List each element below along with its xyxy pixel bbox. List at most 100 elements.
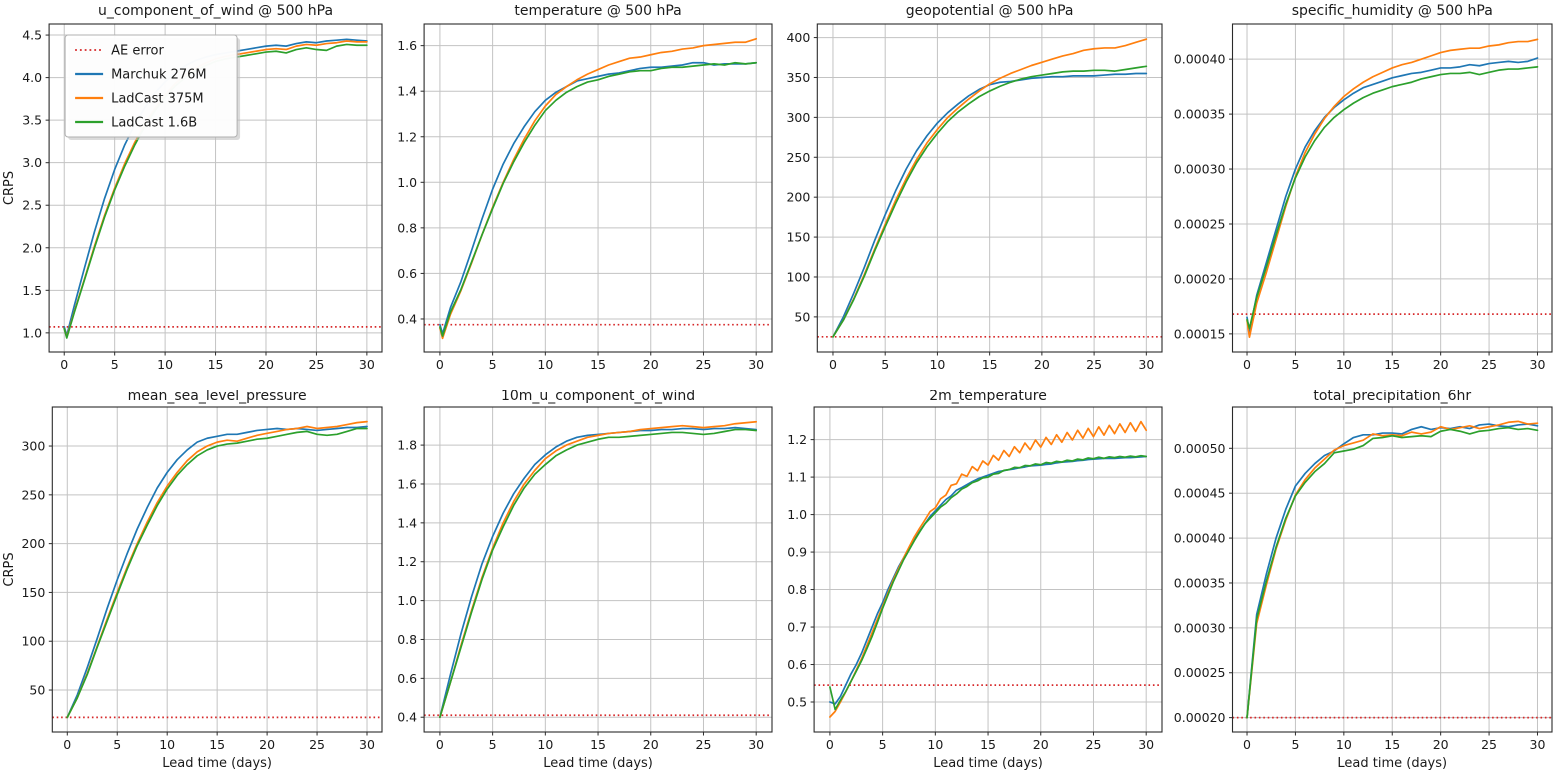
series-line-marchuk-276m — [1246, 423, 1539, 719]
y-tick-label: 2.5 — [22, 198, 42, 213]
x-tick-label: 10 — [537, 737, 553, 752]
tick-marks — [45, 34, 368, 356]
x-tick-label: 5 — [1291, 357, 1299, 372]
x-axis-label: Lead time (days) — [933, 756, 1043, 771]
y-tick-label: 3.0 — [22, 155, 42, 170]
y-tick-label: 1.4 — [397, 515, 417, 530]
y-tick-label: 1.2 — [397, 554, 417, 569]
x-tick-label: 5 — [881, 357, 889, 372]
x-tick-label: 0 — [436, 357, 444, 372]
series-line-ladcast-1-6b — [439, 428, 758, 719]
x-tick-label: 5 — [879, 737, 887, 752]
y-tick-label: 0.4 — [397, 710, 417, 725]
y-tick-label: 1.0 — [397, 175, 417, 190]
y-tick-label: 1.0 — [397, 593, 417, 608]
x-tick-label: 10 — [1336, 357, 1352, 372]
series-line-marchuk-276m — [439, 426, 758, 719]
legend-label: LadCast 375M — [111, 92, 204, 107]
y-tick-label: 1.6 — [397, 38, 417, 53]
x-tick-label: 30 — [359, 737, 375, 752]
chart-title: mean_sea_level_pressure — [128, 390, 307, 404]
chart-mean-sea-level-pressure: 0 5 10 15 20 25 30 50 100 150 200 250 300 mean_sea_le… — [0, 390, 390, 780]
chart-geopotential-500hpa: 0 5 10 15 20 25 30 50 100 150 200 250 300 350 400 geopo… — [780, 0, 1170, 390]
x-tick-label: 15 — [590, 737, 606, 752]
chart-svg: 0 5 10 15 20 25 30 0.00020 0.00025 0.00030 0.00035… — [1170, 390, 1560, 780]
x-tick-label: 25 — [308, 357, 324, 372]
series-group — [829, 420, 1148, 718]
y-tick-label: 400 — [786, 30, 810, 45]
x-tick-label: 30 — [1530, 357, 1546, 372]
y-tick-label: 0.00025 — [1174, 665, 1226, 680]
series-line-ladcast-1-6b — [439, 61, 758, 337]
x-tick-label: 15 — [590, 357, 606, 372]
series-group — [66, 420, 368, 719]
x-tick-label: 20 — [1433, 737, 1449, 752]
x-axis-label: Lead time (days) — [1337, 756, 1447, 771]
series-line-ladcast-1-6b — [66, 427, 368, 719]
x-tick-label: 20 — [258, 357, 274, 372]
y-tick-label: 100 — [21, 634, 45, 649]
x-tick-label: 25 — [1481, 357, 1497, 372]
y-tick-label: 0.00040 — [1174, 52, 1226, 67]
x-tick-label: 10 — [929, 357, 945, 372]
chart-total-precipitation-6hr: 0 5 10 15 20 25 30 0.00020 0.00025 0.00030 0.00035… — [1170, 390, 1560, 780]
x-tick-label: 0 — [829, 357, 837, 372]
tick-marks — [48, 445, 368, 736]
y-tick-label: 300 — [21, 439, 45, 454]
x-tick-label: 25 — [696, 357, 712, 372]
x-tick-label: 15 — [982, 357, 998, 372]
y-tick-label: 0.5 — [787, 695, 807, 710]
x-tick-label: 10 — [537, 357, 553, 372]
x-tick-label: 15 — [1384, 737, 1400, 752]
y-tick-label: 0.00035 — [1174, 575, 1226, 590]
chart-specific-humidity-500hpa: 0 5 10 15 20 25 30 0.00015 0.00020 0.00025 0.00030… — [1170, 0, 1560, 390]
series-line-ladcast-1-6b — [832, 65, 1148, 338]
chart-background — [390, 0, 780, 390]
y-tick-label: 1.1 — [787, 470, 807, 485]
x-tick-label: 0 — [1243, 357, 1251, 372]
y-tick-label: 0.8 — [787, 582, 807, 597]
tick-marks — [813, 37, 1147, 356]
y-tick-label: 100 — [786, 269, 810, 284]
y-tick-label: 0.8 — [397, 220, 417, 235]
x-tick-label: 0 — [60, 357, 68, 372]
y-tick-label: 1.6 — [397, 476, 417, 491]
chart-title: temperature @ 500 hPa — [514, 3, 681, 19]
x-tick-label: 5 — [489, 357, 497, 372]
chart-title: u_component_of_wind @ 500 hPa — [98, 3, 333, 19]
x-tick-label: 25 — [1086, 737, 1102, 752]
series-line-marchuk-276m — [66, 425, 368, 719]
y-tick-label: 150 — [786, 230, 810, 245]
legend: AE error Marchuk 276M LadCast 375M LadCast … — [64, 34, 241, 140]
x-tick-label: 15 — [209, 737, 225, 752]
y-tick-label: 350 — [786, 70, 810, 85]
y-tick-label: 50 — [794, 309, 810, 324]
chart-background — [780, 390, 1170, 780]
y-tick-label: 0.00015 — [1174, 326, 1226, 341]
chart-10m-u-component-of-wind: 0 5 10 15 20 25 30 0.4 0.6 0.8 1.0 1.2 1.4 1.6 1.8 10m_… — [390, 390, 780, 780]
y-tick-label: 0.00045 — [1174, 486, 1226, 501]
tick-marks — [1229, 58, 1538, 356]
y-tick-label: 200 — [786, 190, 810, 205]
chart-svg: 0 5 10 15 20 25 30 50 100 150 200 250 300 350 400 geopo… — [780, 0, 1170, 390]
chart-title: specific_humidity @ 500 hPa — [1292, 3, 1493, 19]
x-tick-label: 10 — [157, 357, 173, 372]
chart-background — [1170, 0, 1560, 390]
x-tick-label: 5 — [113, 737, 121, 752]
x-tick-label: 20 — [1034, 357, 1050, 372]
x-tick-label: 30 — [1138, 737, 1154, 752]
y-tick-label: 0.00050 — [1174, 441, 1226, 456]
y-tick-label: 50 — [29, 683, 45, 698]
x-tick-label: 10 — [159, 737, 175, 752]
y-tick-label: 250 — [786, 150, 810, 165]
legend-label: LadCast 1.6B — [111, 116, 197, 131]
y-tick-label: 0.00020 — [1174, 271, 1226, 286]
x-tick-label: 5 — [489, 737, 497, 752]
y-tick-label: 0.6 — [397, 266, 417, 281]
x-tick-label: 20 — [1033, 737, 1049, 752]
series-group — [1246, 38, 1539, 339]
chart-u-component-of-wind-500hpa: 0 5 10 15 20 25 30 1.0 1.5 2.0 2.5 3.0 3.5 4.0 4.5 u_co… — [0, 0, 390, 390]
y-tick-label: 0.00030 — [1174, 620, 1226, 635]
grid-lines — [1232, 24, 1552, 352]
